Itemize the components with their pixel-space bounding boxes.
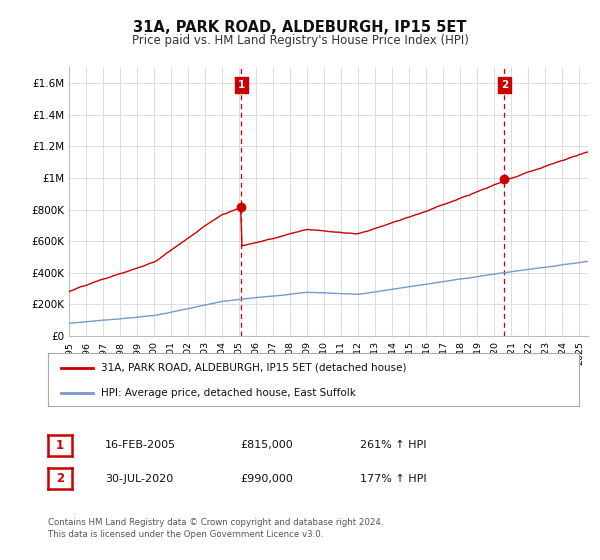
- Text: 1: 1: [238, 80, 245, 90]
- Text: 261% ↑ HPI: 261% ↑ HPI: [360, 440, 427, 450]
- Text: Price paid vs. HM Land Registry's House Price Index (HPI): Price paid vs. HM Land Registry's House …: [131, 34, 469, 46]
- Text: 1: 1: [56, 438, 64, 452]
- Text: Contains HM Land Registry data © Crown copyright and database right 2024.
This d: Contains HM Land Registry data © Crown c…: [48, 518, 383, 539]
- Text: 31A, PARK ROAD, ALDEBURGH, IP15 5ET: 31A, PARK ROAD, ALDEBURGH, IP15 5ET: [133, 20, 467, 35]
- Text: HPI: Average price, detached house, East Suffolk: HPI: Average price, detached house, East…: [101, 388, 356, 398]
- Text: 31A, PARK ROAD, ALDEBURGH, IP15 5ET (detached house): 31A, PARK ROAD, ALDEBURGH, IP15 5ET (det…: [101, 363, 407, 373]
- Text: 16-FEB-2005: 16-FEB-2005: [105, 440, 176, 450]
- Text: 2: 2: [56, 472, 64, 486]
- Text: £815,000: £815,000: [240, 440, 293, 450]
- Text: £990,000: £990,000: [240, 474, 293, 484]
- Text: 30-JUL-2020: 30-JUL-2020: [105, 474, 173, 484]
- Text: 177% ↑ HPI: 177% ↑ HPI: [360, 474, 427, 484]
- Text: 2: 2: [500, 80, 508, 90]
